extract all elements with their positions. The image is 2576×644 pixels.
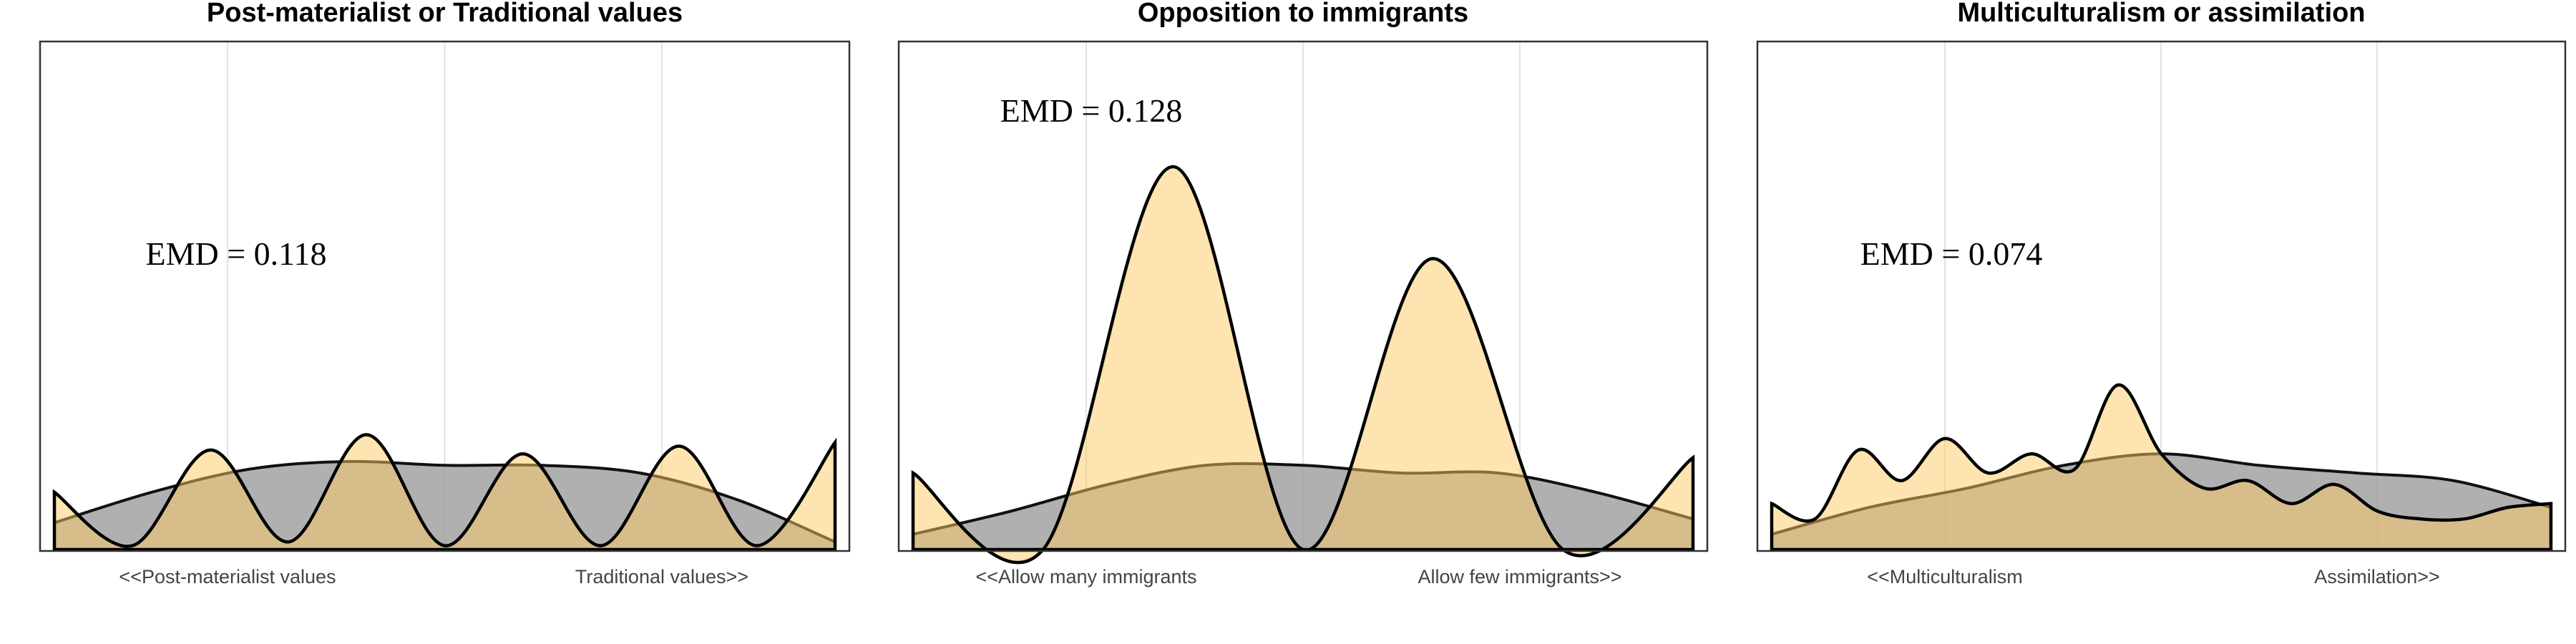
- panel-opposition-immigrants: Opposition to immigrants <<Allow many imm…: [897, 0, 1709, 587]
- panel-title: Post-materialist or Traditional values: [207, 0, 683, 28]
- x-tick-label: <<Multiculturalism: [1867, 566, 2023, 587]
- x-tick-label: <<Allow many immigrants: [975, 566, 1196, 587]
- panel-frame: [897, 40, 1709, 552]
- density-gold: [52, 433, 837, 552]
- x-tick-label: Traditional values>>: [575, 566, 748, 587]
- panel-title: Multiculturalism or assimilation: [1957, 0, 2365, 28]
- x-tick-label: <<Post-materialist values: [119, 566, 336, 587]
- density-grey: [912, 462, 1694, 551]
- emd-annotation: EMD = 0.128: [1000, 92, 1183, 129]
- x-tick-label: Assimilation>>: [2314, 566, 2440, 587]
- emd-annotation: EMD = 0.118: [146, 235, 327, 272]
- panel-frame: [1756, 40, 2567, 552]
- density-gold: [911, 165, 1695, 565]
- emd-annotation: EMD = 0.074: [1860, 235, 2043, 272]
- panel-title: Opposition to immigrants: [1138, 0, 1468, 28]
- panel-multiculturalism: Multiculturalism or assimilation <<Multic…: [1756, 0, 2567, 587]
- panel-frame: [39, 40, 851, 552]
- x-tick-label: Allow few immigrants>>: [1418, 566, 1621, 587]
- density-gold: [1770, 383, 2553, 552]
- panel-post-materialist: Post-materialist or Traditional values <<…: [39, 0, 851, 587]
